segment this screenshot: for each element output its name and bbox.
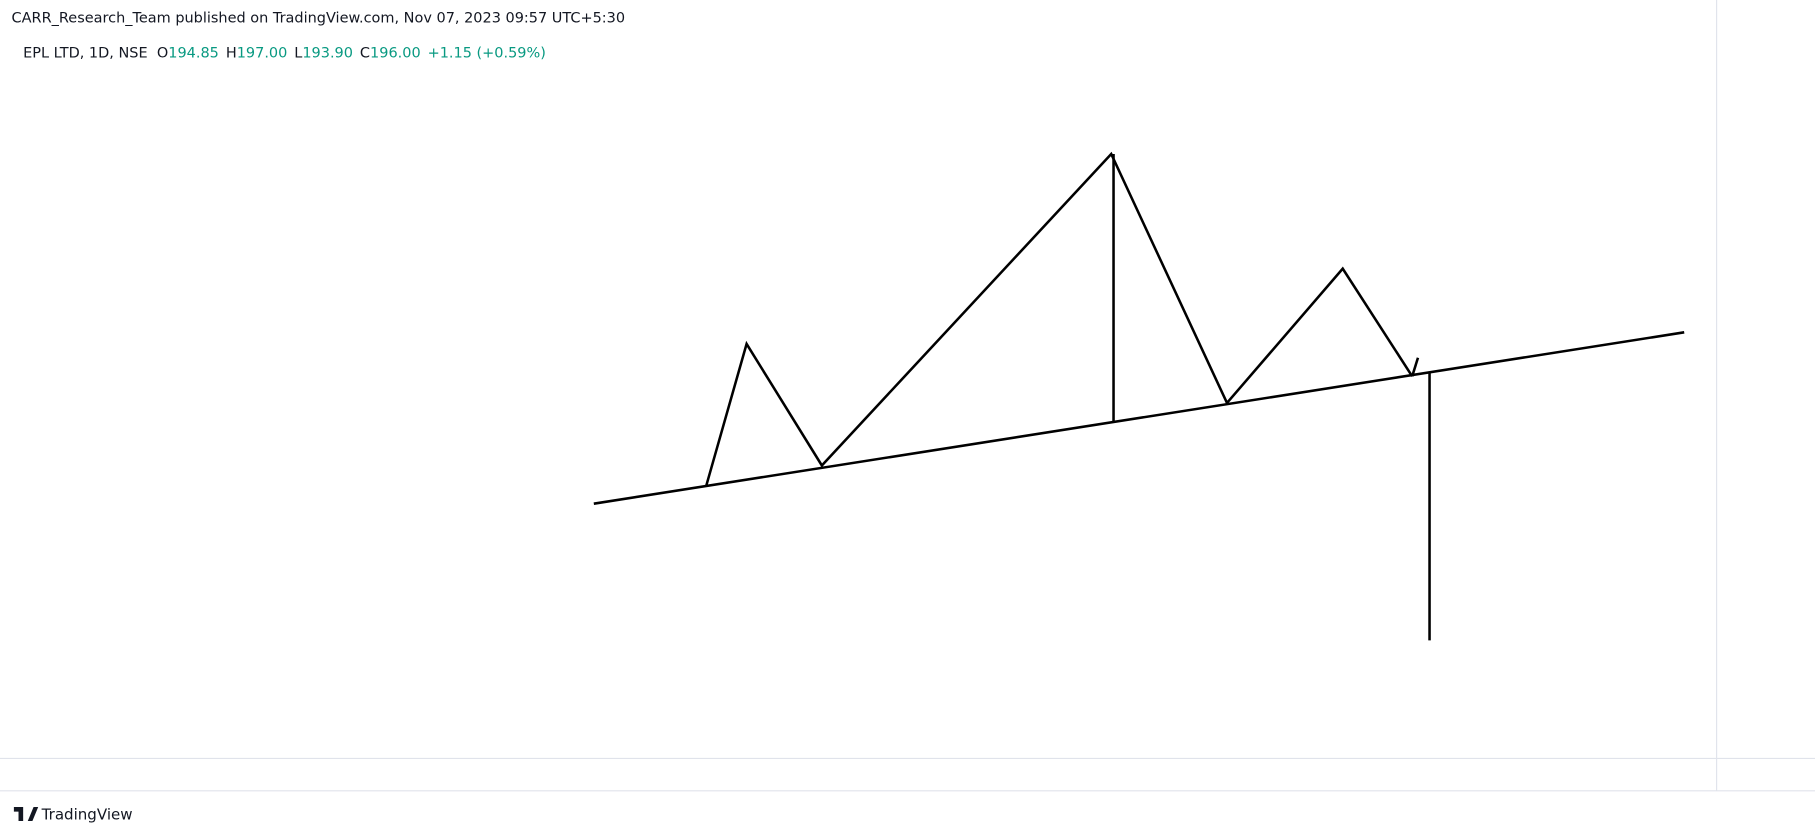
legend-key: H xyxy=(226,45,237,61)
footer: TradingView xyxy=(13,806,133,824)
legend-key: L xyxy=(294,45,302,61)
legend-symbol: EPL LTD, 1D, NSE xyxy=(23,45,147,61)
header: CARR_Research_Team published on TradingV… xyxy=(12,11,626,27)
legend-key: C xyxy=(360,45,370,61)
legend-change: +1.15 (+0.59%) xyxy=(428,45,546,61)
neckline xyxy=(593,331,1685,505)
legend-value: 197.00 xyxy=(237,45,288,61)
tick-line xyxy=(1410,357,1420,377)
legend-value: 196.00 xyxy=(370,45,421,61)
logo xyxy=(13,807,39,821)
legend-key: O xyxy=(157,45,168,61)
legend: EPL LTD, 1D, NSE O194.85 H197.00 L193.90 C19… xyxy=(23,45,546,61)
legend-value: 193.90 xyxy=(302,45,353,61)
zigzag xyxy=(704,151,1414,487)
legend-value: 194.85 xyxy=(168,45,219,61)
footer-text: TradingView xyxy=(41,806,133,824)
drawings xyxy=(593,151,1685,641)
